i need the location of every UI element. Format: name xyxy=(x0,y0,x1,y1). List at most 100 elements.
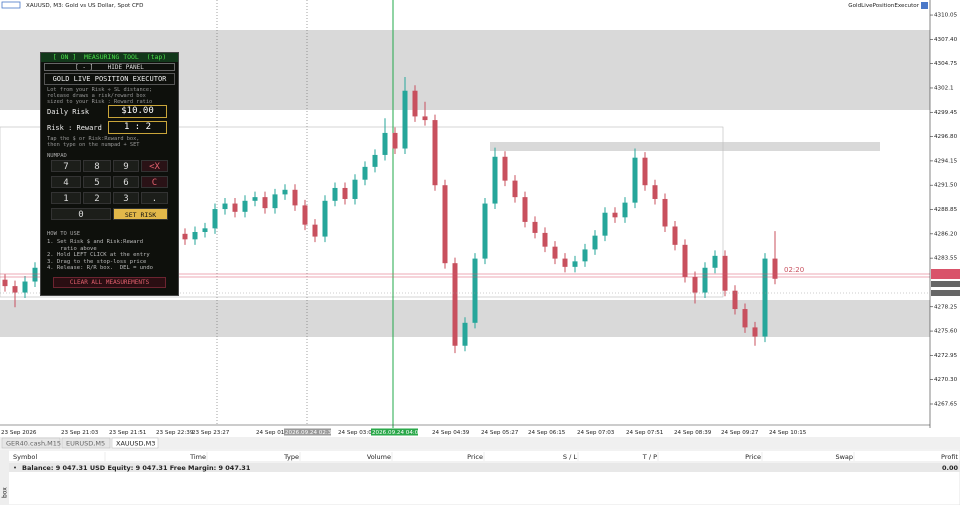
rr-input[interactable]: 1 : 2 xyxy=(108,121,167,134)
column-header: S / L xyxy=(563,453,577,461)
numpad-key[interactable]: 8 xyxy=(83,160,111,172)
howto-label: HOW TO USE xyxy=(47,231,81,237)
numpad-key[interactable]: 4 xyxy=(51,176,81,188)
candle-body xyxy=(272,194,278,209)
y-tick-label: 4278.25 xyxy=(934,304,958,310)
x-tick-label: 24 Sep 08:39 xyxy=(674,430,712,436)
tab-bar xyxy=(0,437,960,449)
numpad-key[interactable]: 2 xyxy=(83,192,111,204)
howto-step: 2. Hold LEFT CLICK at the entry xyxy=(47,252,150,258)
candle-body xyxy=(242,200,248,212)
numpad-key[interactable]: 6 xyxy=(113,176,139,188)
price-axis xyxy=(930,0,960,428)
candle-body xyxy=(462,322,468,346)
candle-body xyxy=(262,197,268,209)
side-strip xyxy=(0,450,9,505)
x-tick-label: 23 Sep 2026 xyxy=(1,430,37,436)
y-tick-label: 4294.15 xyxy=(934,158,958,164)
price-tag xyxy=(931,290,960,296)
candle-body xyxy=(632,157,638,203)
hide-button[interactable]: [ - ] HIDE PANEL xyxy=(44,63,175,71)
row-bullet xyxy=(14,466,16,469)
chart-title: XAUUSD, M3: Gold vs US Dollar, Spot CFD xyxy=(26,3,143,9)
y-tick-label: 4291.50 xyxy=(934,183,958,189)
window-icons xyxy=(1,1,21,9)
y-tick-label: 4296.80 xyxy=(934,134,958,140)
numpad-key[interactable]: C xyxy=(141,176,168,188)
x-tick-label: 24 Sep 07:51 xyxy=(626,430,664,436)
candle-body xyxy=(772,258,778,279)
clear-button[interactable]: CLEAR ALL MEASUREMENTS xyxy=(53,277,166,288)
time-highlight xyxy=(284,428,331,436)
panel-title: GOLD LIVE POSITION EXECUTOR xyxy=(44,73,175,85)
column-header: T / P xyxy=(642,453,657,461)
x-tick-label: 24 Sep 01:27 xyxy=(256,430,294,436)
candle-body xyxy=(582,249,588,262)
zone xyxy=(490,142,880,151)
column-header: Volume xyxy=(367,453,391,461)
candle-body xyxy=(342,187,348,199)
y-tick-label: 4270.30 xyxy=(934,377,958,383)
candle-body xyxy=(692,276,698,293)
tab[interactable] xyxy=(61,437,111,449)
description: Lot from your Risk ÷ SL distance; xyxy=(47,87,153,93)
column-header: Price xyxy=(467,453,483,461)
hint: Tap the $ or Risk:Reward box, xyxy=(47,136,140,142)
x-tick-label: 24 Sep 05:27 xyxy=(481,430,519,436)
executor-panel: [ ON ] MEASURING TOOL (tap) [ - ] HIDE P… xyxy=(40,52,179,296)
howto-step: ratio above xyxy=(47,245,97,252)
candle-body xyxy=(552,246,558,259)
numpad-key[interactable]: 1 xyxy=(51,192,81,204)
candle-body xyxy=(192,231,198,240)
candle-body xyxy=(212,209,218,229)
x-tick-label: 2026.09.24 02:34 xyxy=(285,430,335,436)
candle-body xyxy=(702,267,708,293)
tab[interactable] xyxy=(111,437,159,449)
numpad-key[interactable]: 0 xyxy=(51,208,111,220)
candle-body xyxy=(232,203,238,212)
candle-body xyxy=(322,200,328,237)
numpad-key[interactable]: . xyxy=(141,192,168,204)
risk-input[interactable]: $10.00 xyxy=(108,105,167,118)
candle-body xyxy=(222,203,228,210)
description: sized to your Risk : Reward ratio xyxy=(47,99,153,105)
candle-body xyxy=(622,202,628,218)
risk-label: Daily Risk xyxy=(47,108,90,116)
candle-body xyxy=(532,221,538,233)
tab-label: XAUUSD,M3 xyxy=(116,440,155,448)
candle-body xyxy=(352,179,358,199)
candle-body xyxy=(302,205,308,225)
y-tick-label: 4275.60 xyxy=(934,329,958,335)
numpad-key[interactable]: 5 xyxy=(83,176,111,188)
candle-body xyxy=(762,258,768,337)
howto-step: 3. Drag to the stop-loss price xyxy=(47,258,147,265)
numpad-key[interactable]: 3 xyxy=(113,192,139,204)
description: release draws a risk/reward box xyxy=(47,93,146,99)
candle-body xyxy=(422,116,428,121)
numpad-key[interactable]: 7 xyxy=(51,160,81,172)
x-tick-label: 24 Sep 03:03 xyxy=(338,430,376,436)
y-tick-label: 4304.75 xyxy=(934,61,958,67)
numpad-key[interactable]: SET RISK xyxy=(113,208,168,220)
candle-body xyxy=(502,156,508,181)
column-header: Price xyxy=(745,453,761,461)
balance-row xyxy=(9,463,960,472)
candle-body xyxy=(392,132,398,149)
candle-body xyxy=(562,258,568,267)
tab[interactable] xyxy=(1,437,61,449)
y-tick-label: 4307.40 xyxy=(934,37,958,43)
candle-body xyxy=(432,120,438,186)
tool-toggle[interactable]: [ ON ] MEASURING TOOL (tap) xyxy=(41,53,178,62)
candle-body xyxy=(362,166,368,180)
candle-body xyxy=(182,233,188,240)
candle-body xyxy=(452,263,458,346)
candle-body xyxy=(12,286,18,293)
candle-body xyxy=(522,197,528,222)
x-tick-label: 23 Sep 21:51 xyxy=(109,430,147,436)
x-tick-label: 23 Sep 23:27 xyxy=(192,430,230,436)
numpad-key[interactable]: 9 xyxy=(113,160,139,172)
numpad-key[interactable]: <X xyxy=(141,160,168,172)
candle-body xyxy=(312,224,318,237)
candle-body xyxy=(742,309,748,328)
